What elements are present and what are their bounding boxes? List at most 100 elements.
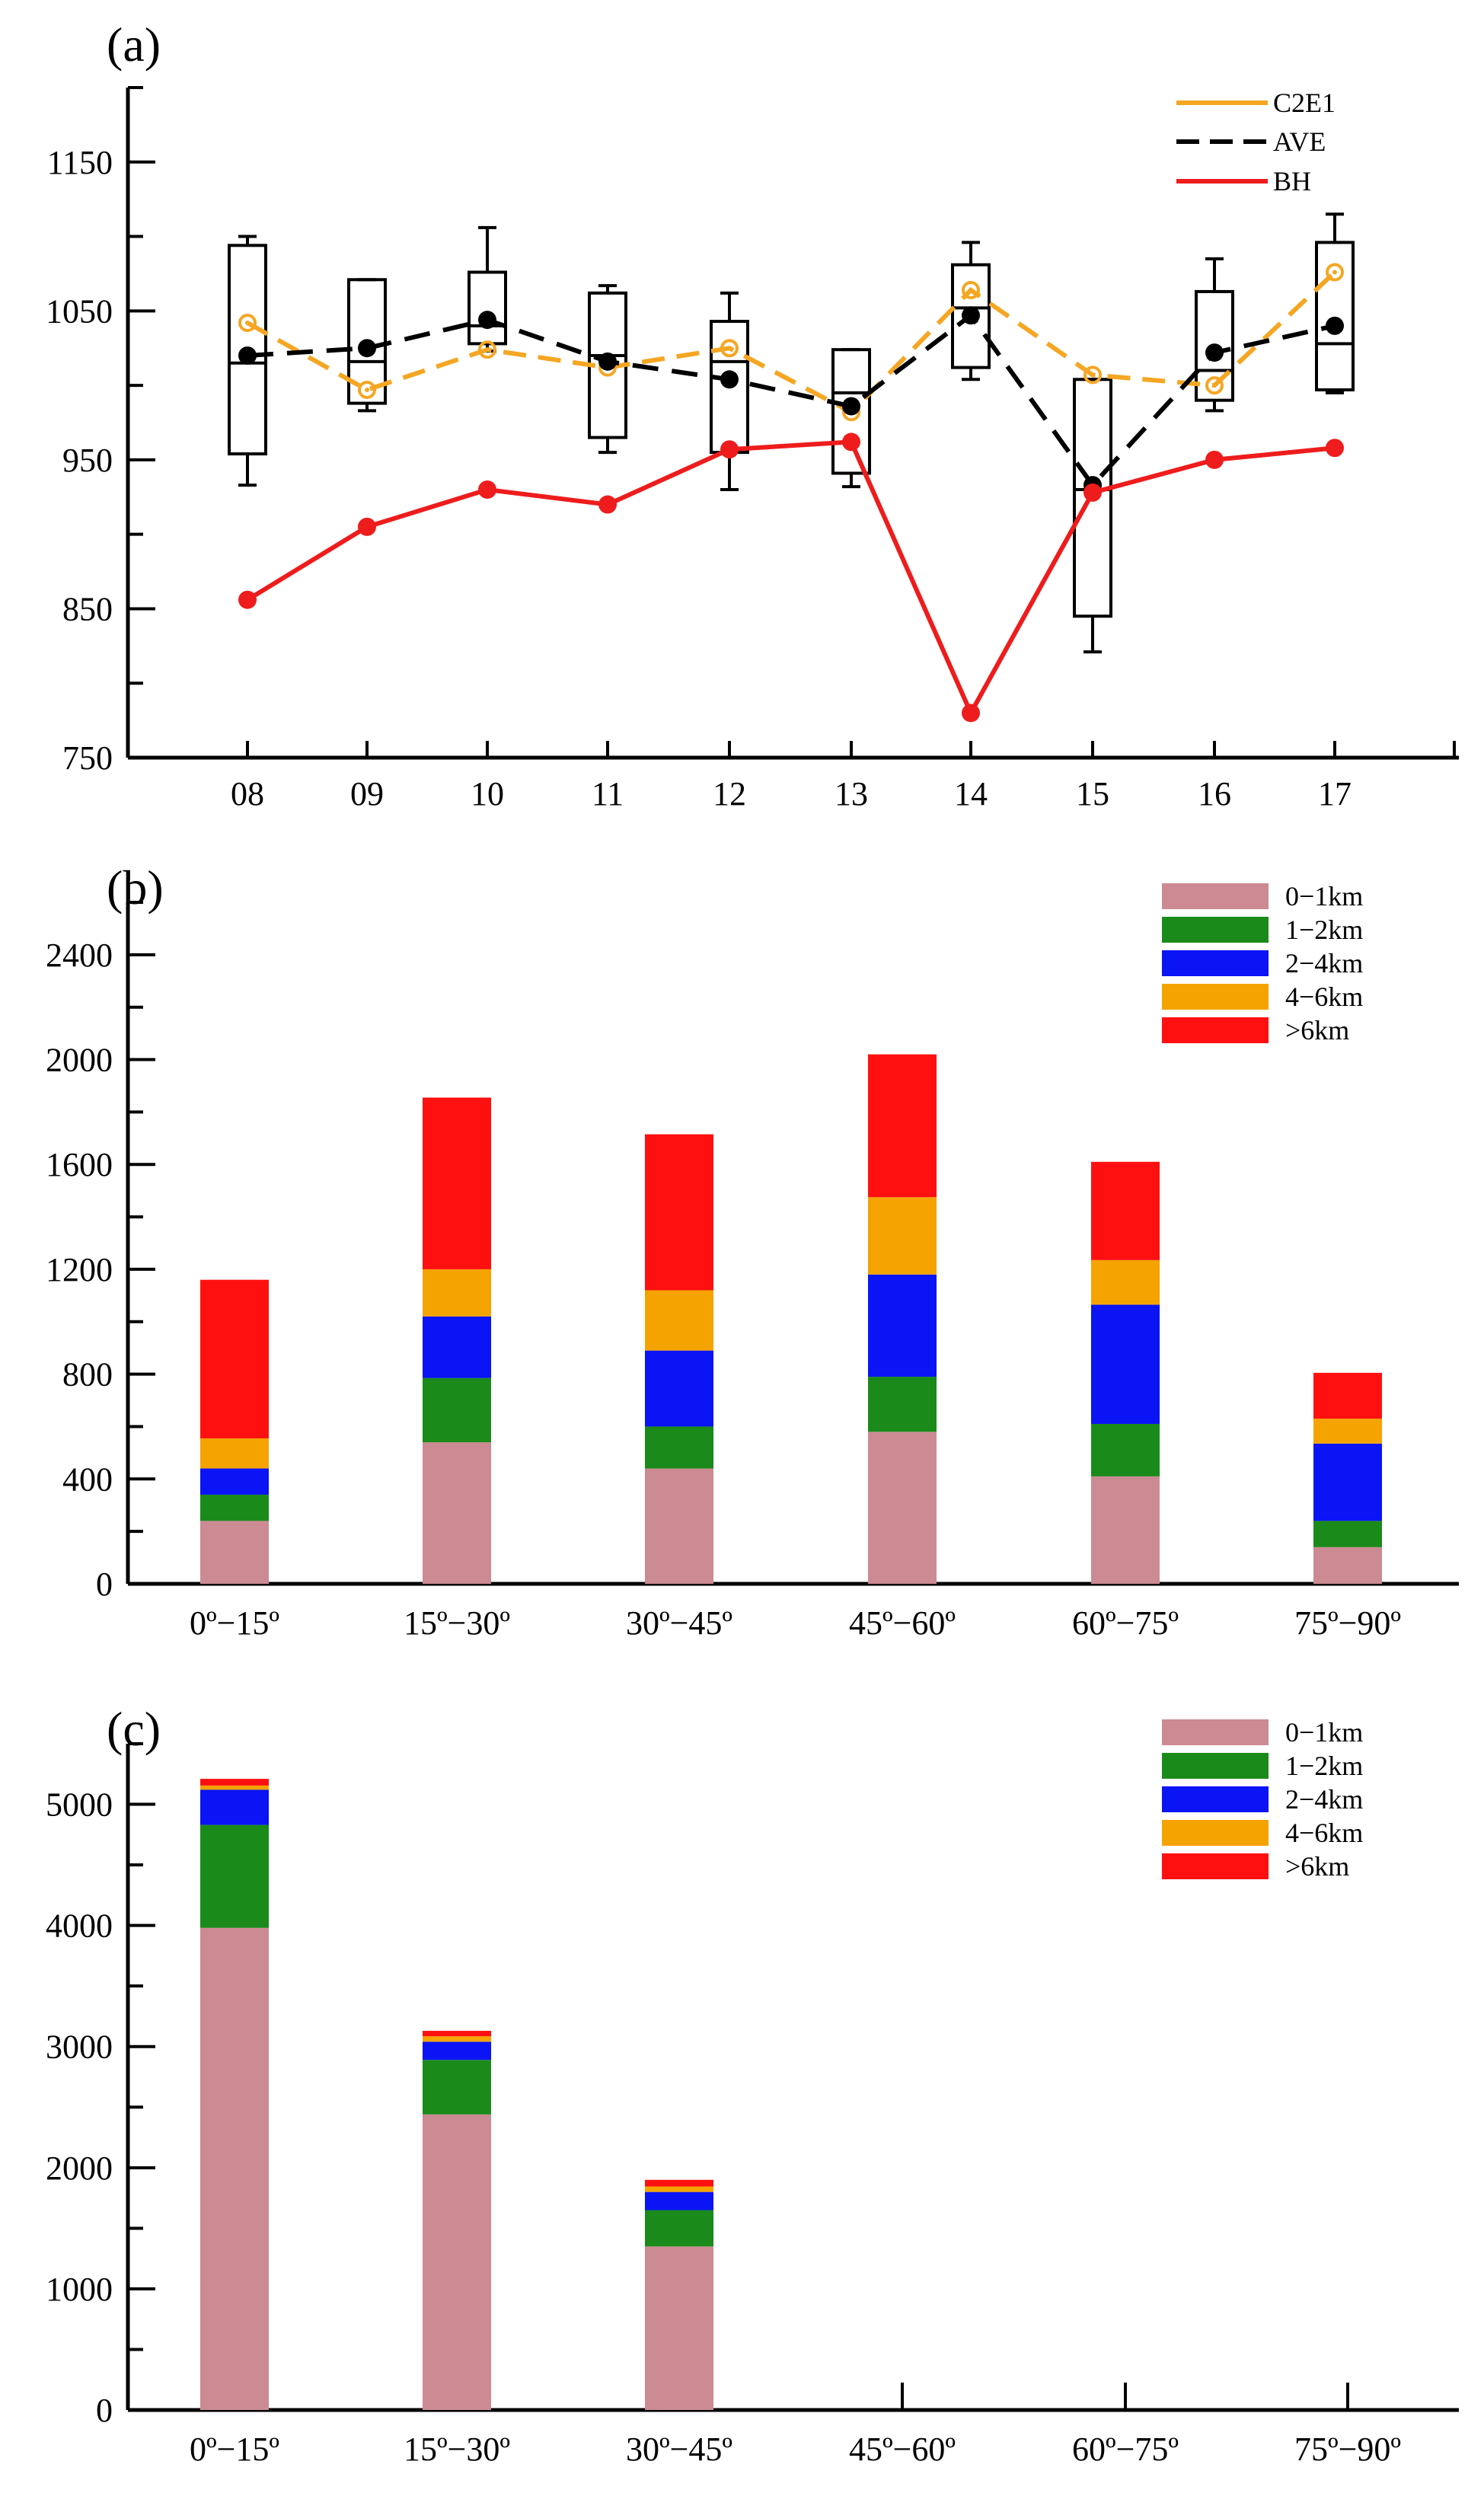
point-c2e1 xyxy=(962,280,980,299)
bar-segment xyxy=(200,1927,269,2410)
box-plot xyxy=(1195,257,1234,413)
bar-segment xyxy=(423,1269,491,1317)
bar-segment xyxy=(645,1134,713,1291)
y-tick-label: 2000 xyxy=(46,2150,113,2187)
point-bh xyxy=(478,480,496,499)
bar-segment xyxy=(1313,1521,1382,1547)
x-tick-label: 16 xyxy=(1198,775,1231,812)
bar-segment xyxy=(1091,1304,1160,1425)
legend-swatch xyxy=(1162,1820,1269,1846)
legend-swatch xyxy=(1162,917,1269,943)
bar-segment xyxy=(200,1824,269,1928)
legend-label: >6km xyxy=(1285,1851,1349,1882)
bar-segment xyxy=(423,2041,491,2060)
legend: C2E1 AVE BH xyxy=(1176,88,1336,196)
bar-segment xyxy=(1313,1547,1382,1584)
box-iqr xyxy=(951,263,991,369)
bar-segment xyxy=(200,1468,269,1495)
bar-segment xyxy=(423,1377,491,1443)
point-ave xyxy=(1205,343,1224,362)
point-c2e1 xyxy=(1083,365,1102,385)
x-tick-label: 15º−30º xyxy=(404,1604,510,1642)
bar-segment xyxy=(1091,1161,1160,1260)
y-tick-label: 400 xyxy=(62,1460,113,1498)
bar-segment xyxy=(423,1316,491,1378)
legend-label: 1−2km xyxy=(1285,1751,1363,1781)
bar-segment xyxy=(200,1521,269,1584)
point-ave xyxy=(1326,316,1344,335)
bar-segment xyxy=(423,1097,491,1269)
bar-segment xyxy=(200,1779,269,1786)
point-ave xyxy=(238,346,257,365)
x-tick-label: 15º−30º xyxy=(404,2431,510,2468)
legend-swatch xyxy=(1162,1017,1269,1043)
y-tick-label: 800 xyxy=(62,1356,113,1393)
panel-a-boxplot-line-chart: 750 850 950 1050 1150 08 09 10 11 12 13 14 15 16 17 (a)… xyxy=(46,18,1459,812)
bar-segment xyxy=(1091,1424,1160,1476)
legend-swatch xyxy=(1162,1853,1269,1879)
bar-segment xyxy=(645,2186,713,2192)
y-tick-label: 0 xyxy=(96,2392,113,2429)
point-c2e1 xyxy=(358,380,376,399)
panel-label: (b) xyxy=(107,860,164,915)
point-bh xyxy=(238,590,257,609)
y-tick-label: 1150 xyxy=(47,144,113,181)
point-bh xyxy=(598,495,617,514)
legend-label: 0−1km xyxy=(1285,881,1363,911)
point-ave xyxy=(842,397,860,416)
legend-swatch xyxy=(1162,1753,1269,1779)
bar-segment xyxy=(1091,1476,1160,1584)
legend-label: C2E1 xyxy=(1273,88,1336,118)
bar-segment xyxy=(423,2031,491,2037)
legend-label: 0−1km xyxy=(1285,1717,1363,1748)
y-tick-label: 1050 xyxy=(46,292,113,330)
bar-segment xyxy=(868,1197,937,1275)
x-tick-label: 15 xyxy=(1076,775,1109,812)
y-tick-label: 5000 xyxy=(46,1786,113,1824)
box-iqr xyxy=(1315,241,1355,391)
x-tick-label: 12 xyxy=(713,775,746,812)
legend-swatch xyxy=(1162,1719,1269,1745)
x-tick-label: 08 xyxy=(231,775,264,812)
y-tick-label: 1200 xyxy=(46,1251,113,1288)
box-iqr xyxy=(1073,378,1112,618)
legend-label: 2−4km xyxy=(1285,1784,1363,1815)
legend-swatch xyxy=(1162,1786,1269,1812)
point-ave xyxy=(358,339,376,358)
bar-segment xyxy=(1313,1443,1382,1521)
point-bh xyxy=(720,440,739,459)
point-center-c2e1 xyxy=(1212,383,1217,388)
box-iqr xyxy=(831,348,871,475)
box-plot xyxy=(1315,212,1355,394)
box-iqr xyxy=(228,244,267,456)
point-center-c2e1 xyxy=(245,320,250,325)
bar-segment xyxy=(200,1494,269,1521)
legend-swatch xyxy=(1162,984,1269,1010)
y-tick-label: 2400 xyxy=(46,937,113,974)
bar-segment xyxy=(868,1054,937,1198)
x-tick-label: 11 xyxy=(592,775,624,812)
y-tick-label: 0 xyxy=(96,1566,113,1603)
box-plot xyxy=(951,241,991,381)
bar-segment xyxy=(1313,1372,1382,1419)
legend-swatch xyxy=(1162,950,1269,976)
x-tick-label: 45º−60º xyxy=(849,2431,956,2468)
bar-segment xyxy=(645,1426,713,1469)
box-plot xyxy=(710,291,749,491)
x-tick-label: 13 xyxy=(835,775,868,812)
x-tick-label: 60º−75º xyxy=(1072,2431,1179,2468)
legend-label: BH xyxy=(1273,166,1311,196)
legend-label: >6km xyxy=(1285,1015,1349,1045)
point-bh xyxy=(1205,450,1224,469)
point-bh xyxy=(358,517,376,536)
legend-label: AVE xyxy=(1273,126,1326,157)
y-tick-label: 3000 xyxy=(46,2029,113,2066)
legend-label: 2−4km xyxy=(1285,948,1363,978)
series-line-bh xyxy=(246,439,1336,719)
bar-segment xyxy=(645,1290,713,1351)
x-tick-label: 17 xyxy=(1318,775,1352,812)
y-tick-label: 950 xyxy=(62,442,113,479)
bar-segment xyxy=(868,1274,937,1377)
